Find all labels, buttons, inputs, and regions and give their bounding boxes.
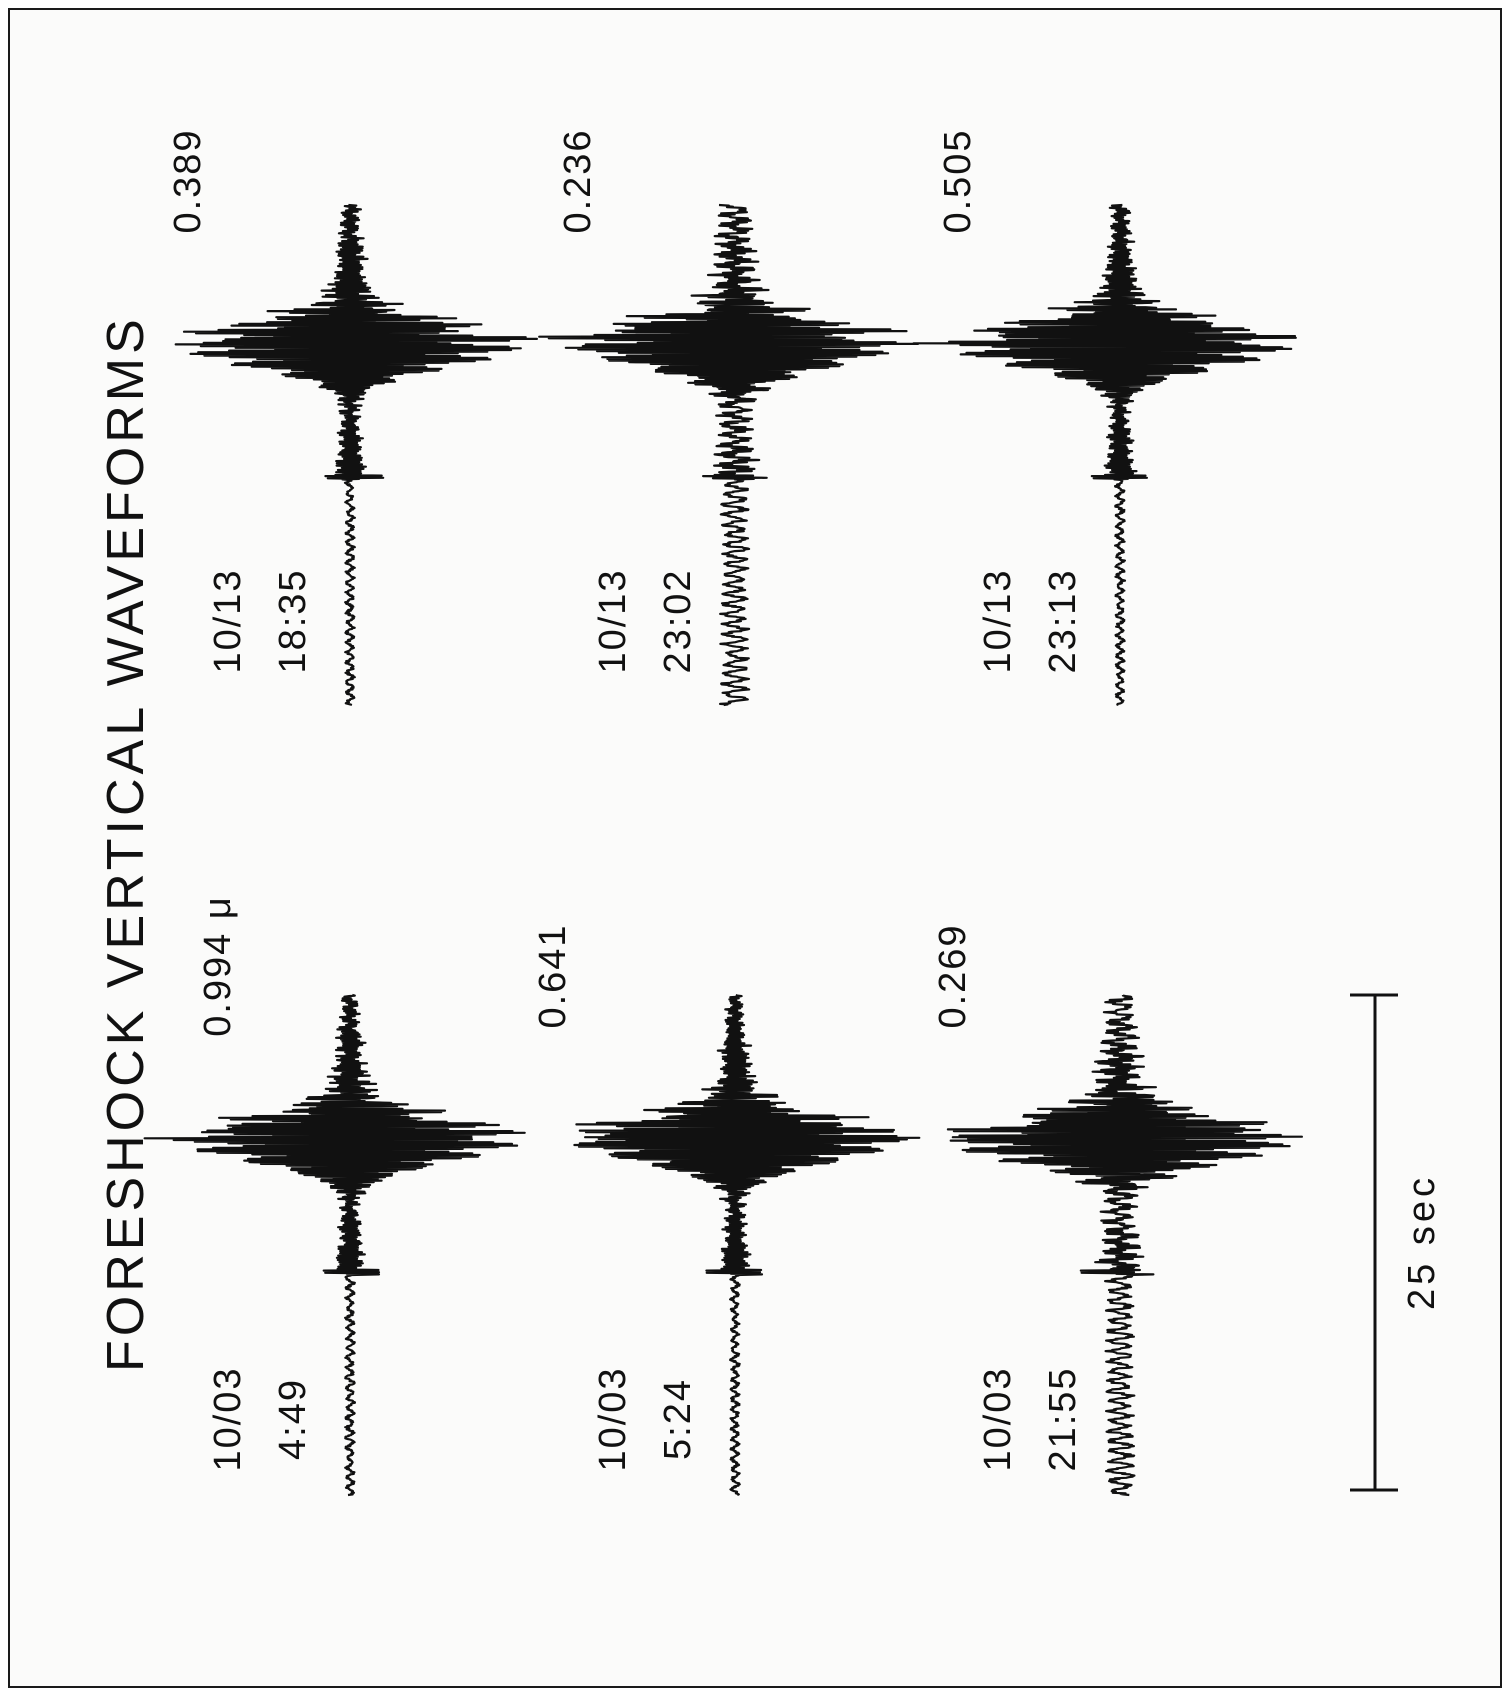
trace-amplitude: 0.236 xyxy=(557,128,599,234)
trace-date: 10/03 xyxy=(977,1366,1019,1472)
trace-date: 10/13 xyxy=(207,568,249,674)
trace-time: 5:24 xyxy=(657,1378,699,1460)
waveform-trace xyxy=(946,994,1304,1497)
trace-date: 10/03 xyxy=(592,1366,634,1472)
waveform-trace xyxy=(143,993,526,1497)
scale-bar xyxy=(1350,993,1398,1492)
trace-time: 23:02 xyxy=(657,568,699,674)
waveform-trace xyxy=(174,203,539,707)
trace-time: 4:49 xyxy=(272,1378,314,1460)
trace-amplitude: 0.641 xyxy=(532,923,574,1029)
trace-amplitude: 0.389 xyxy=(167,128,209,234)
waveform-trace xyxy=(912,203,1297,707)
trace-time: 23:13 xyxy=(1042,568,1084,674)
trace-date: 10/03 xyxy=(207,1366,249,1472)
trace-date: 10/13 xyxy=(977,568,1019,674)
trace-time: 18:35 xyxy=(272,568,314,674)
trace-amplitude: 0.505 xyxy=(937,128,979,234)
scale-bar-label: 25 sec xyxy=(1401,1174,1443,1310)
trace-time: 21:55 xyxy=(1042,1366,1084,1472)
trace-date: 10/13 xyxy=(592,568,634,674)
waveform-trace xyxy=(538,203,920,707)
waveform-trace xyxy=(573,993,921,1497)
figure-title: FORESHOCK VERTICAL WAVEFORMS xyxy=(97,315,155,1372)
trace-amplitude: 0.994 μ xyxy=(197,895,239,1037)
waveform-traces xyxy=(143,203,1304,1497)
trace-amplitude: 0.269 xyxy=(932,923,974,1029)
